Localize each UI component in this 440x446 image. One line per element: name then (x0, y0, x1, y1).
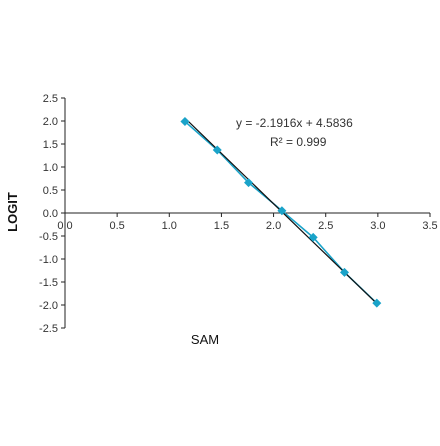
data-point (277, 206, 287, 216)
x-tick-label: 2.0 (266, 220, 281, 232)
y-tick-label: 0.0 (43, 208, 58, 220)
y-tick-label: 2.5 (43, 93, 58, 105)
axes-layer (64, 98, 430, 328)
x-tick-label: 3.5 (422, 220, 437, 232)
marker-layer (180, 116, 382, 308)
y-tick-label: 0.5 (43, 185, 58, 197)
y-axis-title: LOGIT (5, 192, 20, 232)
y-tick-label: -2.0 (39, 300, 58, 312)
y-tick-label: -1.0 (39, 254, 58, 266)
trendline-r-squared: R² = 0.999 (270, 135, 327, 149)
data-point (180, 116, 190, 126)
y-ticks-layer: 2.5 2.0 1.5 1.0 0.5 0.0 -0.5 -1.0 -1.5 -2.0 -2.5 (39, 93, 65, 335)
y-tick-label: 2.0 (43, 116, 58, 128)
y-tick-label: -1.5 (39, 277, 58, 289)
x-tick-label: 0.5 (109, 220, 124, 232)
y-tick-label: 1.0 (43, 162, 58, 174)
data-point (212, 145, 222, 155)
x-tick-label: 0.0 (57, 220, 72, 232)
trendline-equation: y = -2.1916x + 4.5836 (236, 116, 353, 130)
x-ticks-layer: 0.0 0.5 1.0 1.5 2.0 2.5 3.0 3.5 (57, 213, 438, 232)
y-tick-label: 1.5 (43, 139, 58, 151)
data-point (308, 232, 318, 242)
x-tick-label: 1.0 (162, 220, 177, 232)
x-tick-label: 1.5 (214, 220, 229, 232)
data-point (244, 178, 254, 188)
x-tick-label: 2.5 (318, 220, 333, 232)
x-axis-title: SAM (191, 332, 219, 347)
y-tick-label: -0.5 (39, 231, 58, 243)
data-point (339, 267, 349, 277)
y-tick-label: -2.5 (39, 323, 58, 335)
x-tick-label: 3.0 (370, 220, 385, 232)
data-point (372, 298, 382, 308)
